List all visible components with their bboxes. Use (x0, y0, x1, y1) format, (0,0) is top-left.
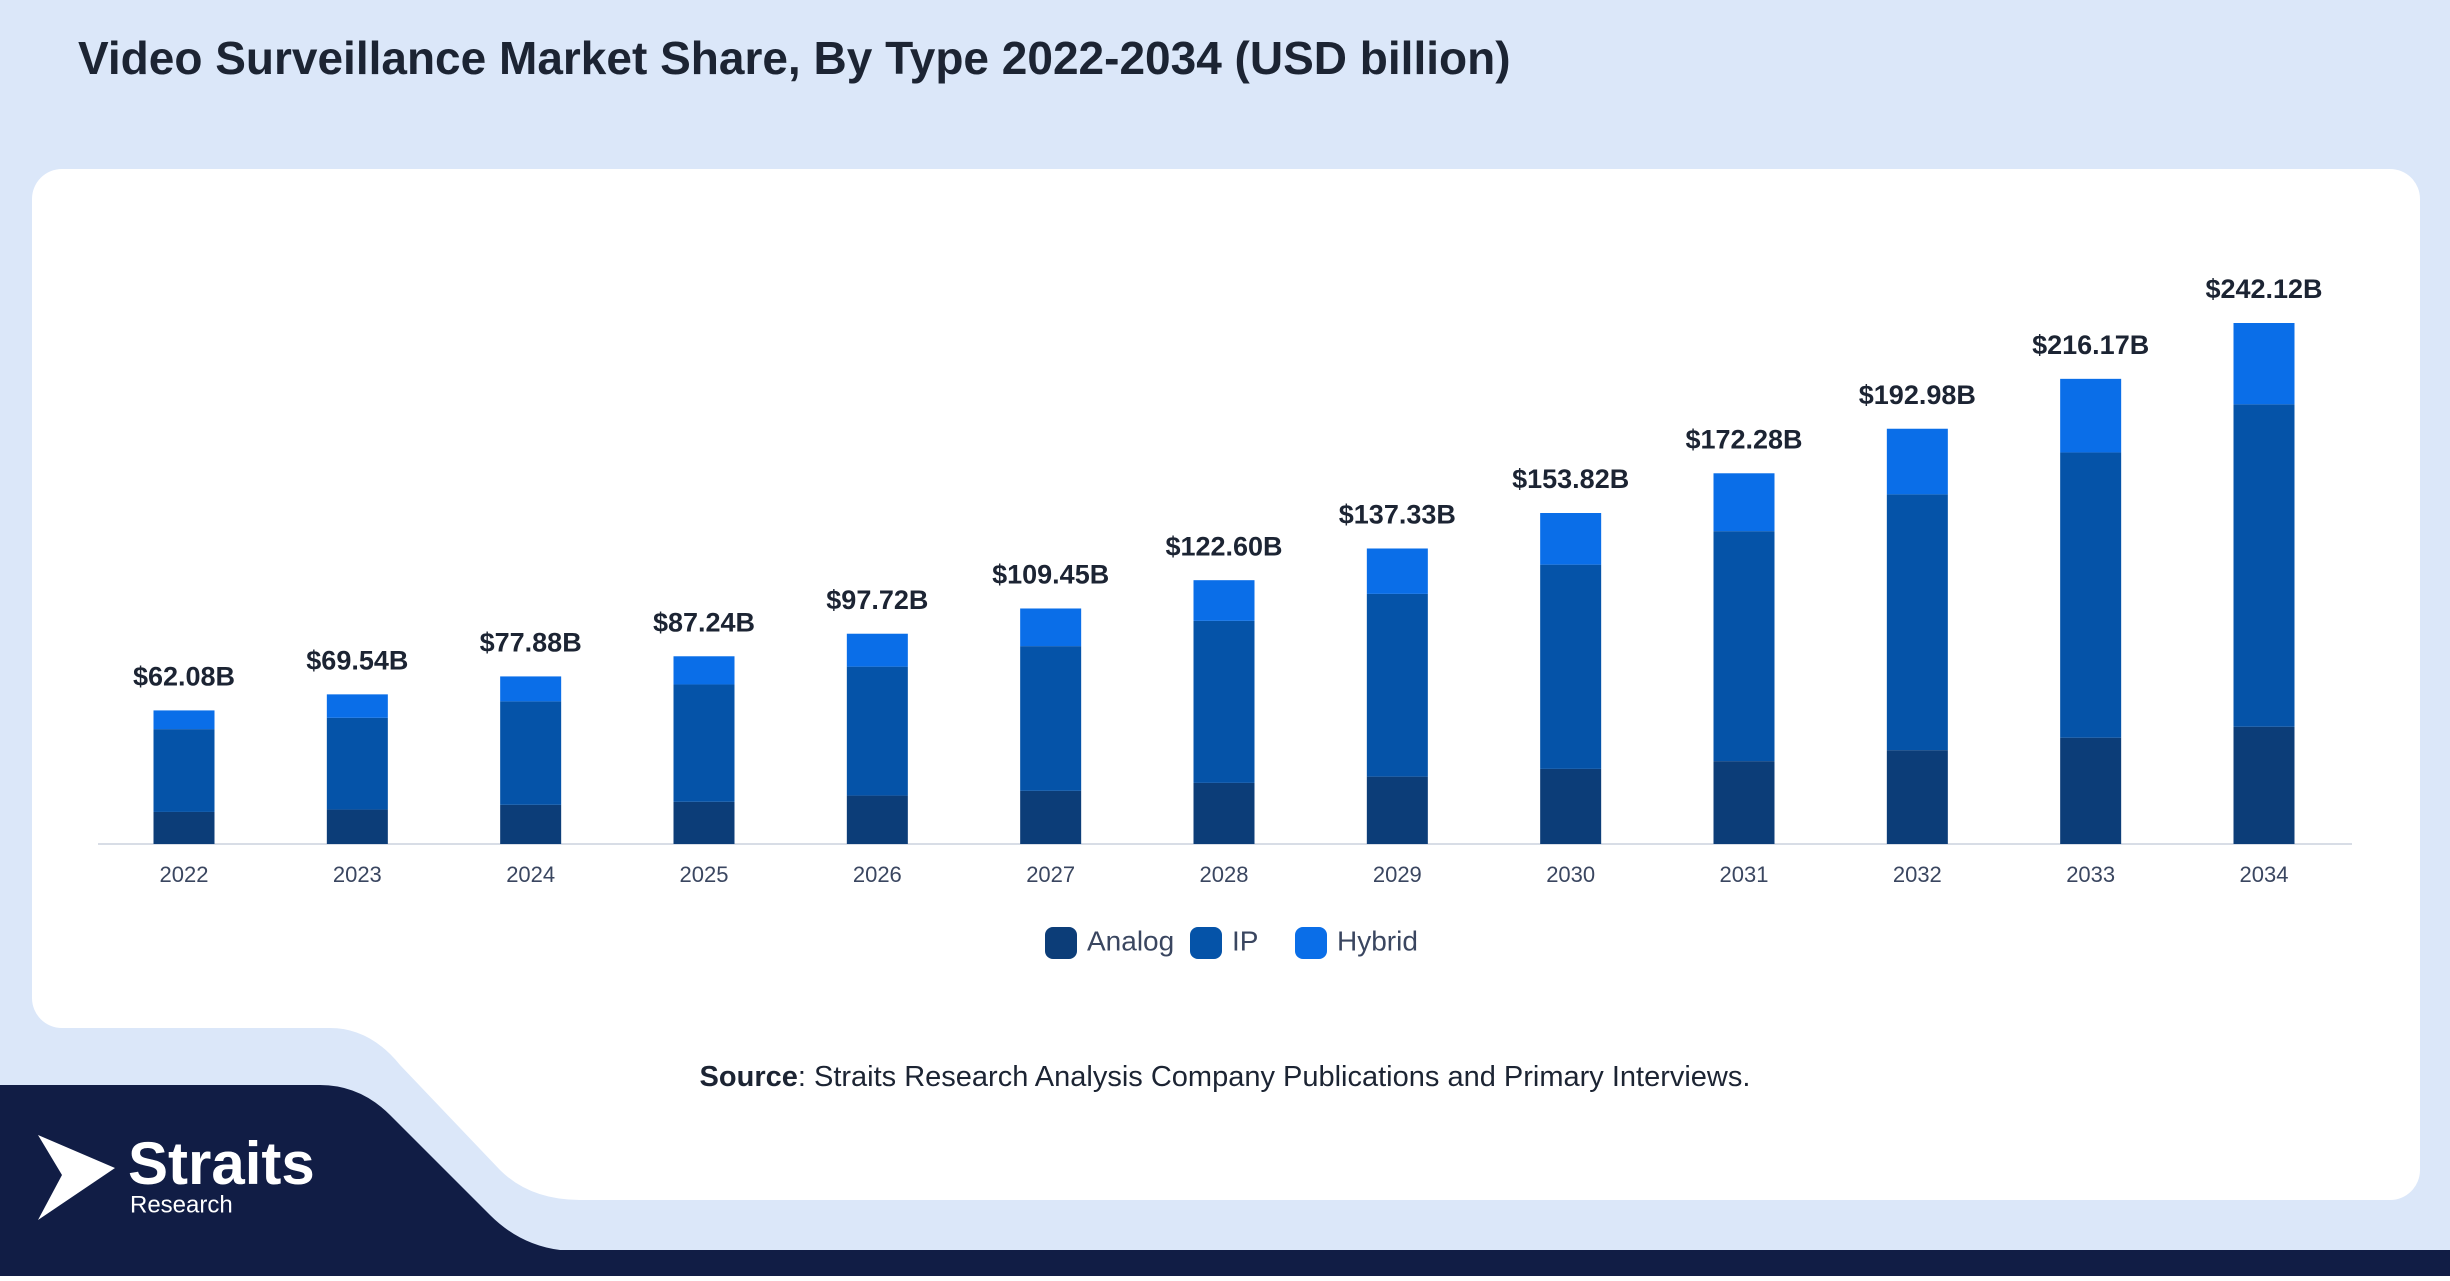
x-tick-label: 2032 (1893, 862, 1942, 887)
x-tick-label: 2027 (1026, 862, 1075, 887)
bar-segment (326, 809, 388, 844)
bar-segment (153, 710, 215, 730)
x-tick-label: 2023 (333, 862, 382, 887)
bar-segment (2060, 737, 2122, 844)
source-label: Source (700, 1061, 798, 1093)
bar-segment (1366, 593, 1428, 777)
legend-label: Hybrid (1337, 925, 1418, 956)
x-tick-label: 2028 (1200, 862, 1249, 887)
bar-segment (1886, 428, 1948, 495)
total-label: $69.54B (306, 645, 408, 675)
bar-segment (1366, 776, 1428, 844)
total-label: $172.28B (1685, 424, 1802, 454)
total-label: $97.72B (826, 585, 928, 615)
bar-segment (153, 729, 215, 812)
source: Source: Straits Research Analysis Compan… (700, 1061, 1751, 1093)
bar-segment (846, 633, 908, 667)
total-label: $87.24B (653, 607, 755, 637)
footer-band (0, 1085, 2450, 1276)
legend-swatch (1295, 927, 1327, 959)
bar-segment (1193, 620, 1255, 783)
bar-segment (673, 656, 735, 685)
logo-sub: Research (130, 1191, 233, 1218)
bar-segment (1886, 750, 1948, 844)
bar-segment (500, 701, 562, 805)
bar-segment (153, 811, 215, 844)
bar-segment (500, 804, 562, 844)
bar-segment (1366, 548, 1428, 594)
bar-segment (846, 795, 908, 844)
bar-segment (673, 801, 735, 844)
source-text: : Straits Research Analysis Company Publ… (798, 1061, 1751, 1093)
total-label: $216.17B (2032, 330, 2149, 360)
x-tick-label: 2026 (853, 862, 902, 887)
bar-segment (1713, 531, 1775, 762)
bar-segment (673, 684, 735, 802)
bar-segment (2233, 404, 2295, 727)
bar-segment (1540, 768, 1602, 844)
bar-segment (1020, 790, 1082, 844)
logo-name: Straits (128, 1130, 315, 1197)
bar-segment (2060, 378, 2122, 453)
total-label: $62.08B (133, 662, 235, 692)
x-tick-label: 2033 (2066, 862, 2115, 887)
total-label: $77.88B (480, 628, 582, 658)
bar-segment (1193, 782, 1255, 844)
x-tick-label: 2029 (1373, 862, 1422, 887)
chart-title: Video Surveillance Market Share, By Type… (78, 32, 1511, 84)
bar-segment (500, 676, 562, 702)
bar-segment (1713, 473, 1775, 532)
x-tick-label: 2022 (160, 862, 209, 887)
bar-segment (1713, 761, 1775, 844)
total-label: $192.98B (1859, 380, 1976, 410)
legend-swatch (1045, 927, 1077, 959)
x-tick-label: 2034 (2240, 862, 2289, 887)
x-tick-label: 2024 (506, 862, 555, 887)
bar-segment (2233, 323, 2295, 405)
legend-label: Analog (1087, 925, 1174, 956)
bar-segment (326, 717, 388, 810)
bar-segment (1886, 494, 1948, 751)
x-tick-label: 2025 (680, 862, 729, 887)
total-label: $122.60B (1165, 531, 1282, 561)
bar-segment (2060, 452, 2122, 738)
bar-segment (1540, 513, 1602, 565)
bar-segment (1020, 646, 1082, 791)
bar-segment (1020, 608, 1082, 647)
legend-label: IP (1232, 925, 1258, 956)
bar-segment (1193, 580, 1255, 621)
bar-segment (846, 666, 908, 796)
bar-segment (1540, 564, 1602, 769)
x-tick-label: 2030 (1546, 862, 1595, 887)
total-label: $137.33B (1339, 500, 1456, 530)
x-tick-label: 2031 (1720, 862, 1769, 887)
total-label: $242.12B (2205, 274, 2322, 304)
total-label: $109.45B (992, 560, 1109, 590)
bar-segment (326, 694, 388, 718)
legend-swatch (1190, 927, 1222, 959)
logo-icon (38, 1135, 115, 1220)
total-label: $153.82B (1512, 464, 1629, 494)
bar-segment (2233, 726, 2295, 844)
